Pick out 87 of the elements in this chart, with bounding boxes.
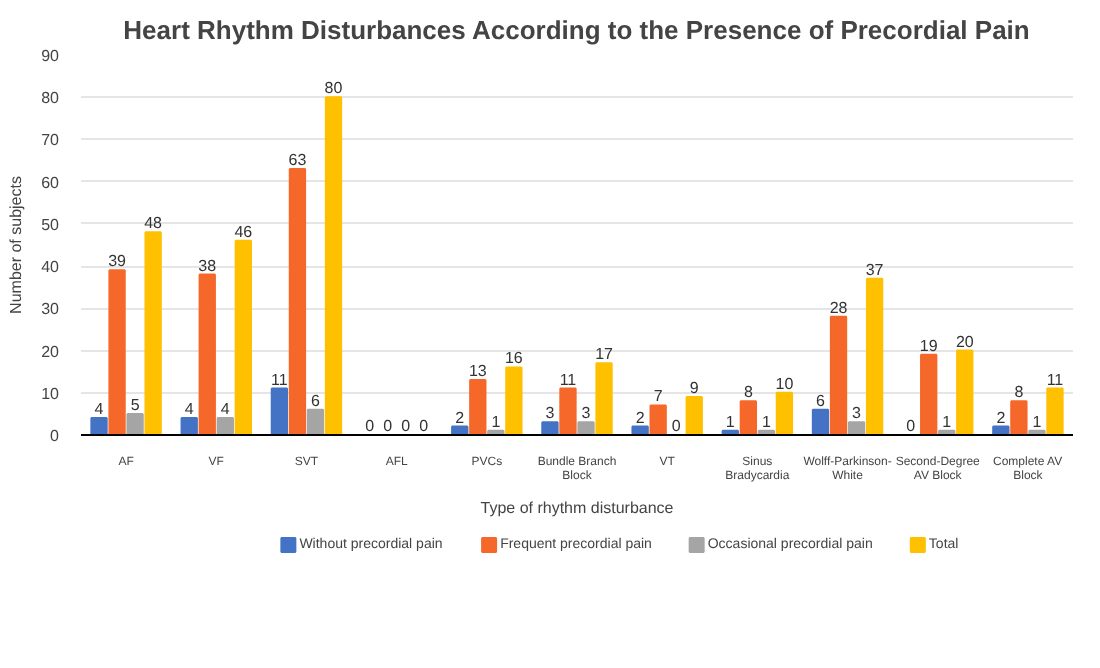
data-label: 37 [865, 260, 885, 279]
bar [595, 362, 613, 435]
chart-title: Heart Rhythm Disturbances According to the Presence of Precordial Pain [123, 15, 1030, 45]
data-label: 4 [94, 400, 105, 419]
bar [847, 421, 866, 435]
data-label: 28 [829, 298, 849, 317]
data-label: 17 [595, 345, 615, 364]
data-label: 8 [1014, 383, 1025, 402]
data-label: 20 [955, 332, 975, 351]
y-tick-label: 30 [41, 300, 61, 319]
y-tick-label: 40 [41, 258, 61, 277]
data-label: 0 [383, 417, 394, 435]
bar [920, 353, 938, 435]
bar [1046, 387, 1064, 435]
data-label: 6 [816, 391, 827, 410]
data-label: 2 [996, 408, 1007, 427]
data-label: 7 [653, 387, 664, 406]
bar [577, 421, 595, 435]
data-label: 19 [919, 336, 939, 355]
bar [234, 239, 252, 435]
data-label: 1 [761, 412, 772, 431]
y-tick-label: 60 [41, 173, 61, 192]
data-label: 4 [184, 400, 195, 419]
bar [306, 408, 325, 435]
data-label: 13 [468, 362, 488, 381]
bar [90, 417, 108, 435]
data-label: 4 [220, 400, 231, 419]
data-label: 80 [324, 79, 344, 98]
bar [685, 396, 703, 435]
data-label: 3 [581, 404, 592, 423]
bar [216, 417, 234, 435]
bar [739, 400, 758, 435]
y-tick-label: 50 [41, 215, 61, 234]
data-label: 9 [689, 379, 700, 397]
x-axis-title: Type of rhythm disturbance [480, 499, 675, 518]
data-label: 11 [559, 370, 578, 389]
bar [126, 412, 144, 435]
bar [108, 269, 126, 435]
data-label: 0 [365, 417, 376, 435]
data-label: 1 [725, 412, 736, 431]
data-label: 38 [198, 256, 218, 275]
bar [829, 315, 848, 435]
data-label: 8 [743, 383, 754, 402]
data-label: 1 [1032, 412, 1043, 431]
bar [956, 349, 974, 435]
data-label: 0 [401, 417, 412, 435]
data-label: 63 [288, 151, 308, 169]
y-axis-title: Number of subjects [7, 176, 26, 314]
data-label: 3 [545, 404, 556, 423]
bar [775, 391, 794, 435]
bar [865, 277, 884, 435]
bar [288, 168, 307, 435]
data-label: 0 [906, 417, 917, 435]
bar [811, 408, 830, 435]
bar [649, 404, 667, 435]
data-label: 2 [455, 408, 466, 427]
data-label: 0 [419, 417, 430, 435]
data-label: 11 [1046, 370, 1065, 389]
data-label: 39 [108, 252, 128, 271]
y-tick-label: 80 [41, 89, 61, 108]
data-label: 48 [144, 214, 164, 233]
bar [270, 387, 289, 435]
bar [541, 421, 559, 435]
bar [469, 379, 487, 435]
y-tick-label: 20 [41, 342, 61, 361]
y-tick-label: 10 [41, 384, 61, 403]
bar [559, 387, 577, 435]
data-label: 46 [234, 222, 254, 241]
bar [1010, 400, 1028, 435]
data-label: 5 [130, 395, 141, 414]
y-tick-label: 0 [50, 427, 61, 445]
data-label: 1 [942, 412, 953, 431]
data-label: 6 [311, 391, 322, 410]
data-label: 3 [852, 404, 863, 423]
data-label: 1 [491, 412, 502, 431]
bar [198, 273, 216, 435]
bar [505, 366, 523, 435]
bar [180, 417, 198, 435]
data-label: 2 [635, 408, 646, 427]
bar [144, 231, 162, 435]
bar [324, 96, 343, 435]
data-label: 10 [775, 374, 795, 393]
data-label: 11 [271, 370, 289, 389]
y-tick-label: 70 [41, 131, 61, 150]
data-label: 16 [504, 349, 524, 368]
y-tick-label: 90 [41, 47, 61, 65]
data-label: 0 [671, 417, 682, 435]
